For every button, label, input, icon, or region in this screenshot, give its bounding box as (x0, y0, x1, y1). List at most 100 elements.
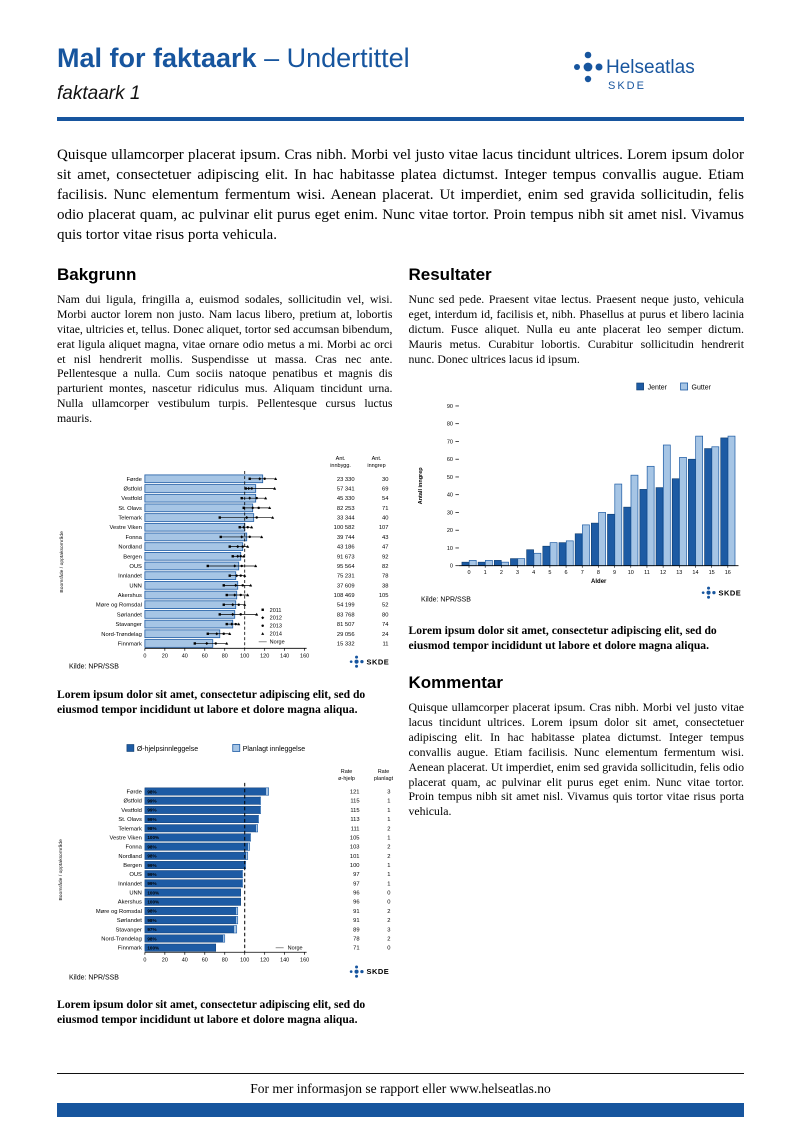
svg-text:100: 100 (350, 863, 360, 869)
svg-text:1: 1 (387, 817, 390, 823)
svg-text:39 744: 39 744 (337, 535, 355, 541)
svg-text:101: 101 (350, 853, 360, 859)
left-column: Bakgrunn Nam dui ligula, fringilla a, eu… (57, 265, 393, 1027)
svg-text:Boområde / opptaksområde: Boområde / opptaksområde (58, 531, 65, 593)
svg-text:SKDE: SKDE (367, 657, 390, 666)
svg-text:15: 15 (708, 571, 714, 577)
svg-text:4: 4 (532, 571, 535, 577)
svg-text:100: 100 (240, 653, 249, 659)
kommentar-heading: Kommentar (408, 673, 503, 693)
svg-text:15 332: 15 332 (337, 641, 355, 647)
svg-text:23 330: 23 330 (337, 477, 355, 483)
svg-text:1: 1 (387, 863, 390, 869)
svg-text:98%: 98% (147, 918, 156, 923)
svg-text:St. Olavs: St. Olavs (118, 506, 142, 512)
svg-text:Møre og Romsdal: Møre og Romsdal (96, 909, 142, 915)
svg-text:81 507: 81 507 (337, 622, 355, 628)
title-main: Mal for faktaark (57, 43, 257, 73)
svg-text:Vestfold: Vestfold (121, 496, 142, 502)
svg-text:2: 2 (387, 936, 390, 942)
svg-text:90: 90 (446, 404, 452, 410)
svg-text:0: 0 (387, 899, 390, 905)
svg-text:Nord-Trøndelag: Nord-Trøndelag (101, 936, 142, 942)
svg-text:Telemark: Telemark (118, 826, 142, 832)
svg-text:Sørlandet: Sørlandet (117, 612, 142, 618)
svg-text:16: 16 (724, 571, 730, 577)
svg-text:80: 80 (446, 422, 452, 428)
footer-rule (57, 1073, 744, 1074)
svg-text:99%: 99% (147, 807, 156, 812)
svg-text:40: 40 (182, 653, 188, 659)
svg-text:70: 70 (446, 440, 452, 446)
svg-text:47: 47 (382, 544, 388, 550)
svg-text:105: 105 (350, 835, 360, 841)
svg-text:89: 89 (353, 927, 359, 933)
svg-text:105: 105 (379, 593, 389, 599)
svg-text:98%: 98% (147, 853, 156, 858)
svg-text:40: 40 (446, 493, 452, 499)
svg-text:2: 2 (387, 826, 390, 832)
svg-text:20: 20 (446, 529, 452, 535)
svg-text:12: 12 (660, 571, 666, 577)
svg-text:Ant.: Ant. (372, 456, 382, 462)
svg-text:1: 1 (387, 872, 390, 878)
svg-text:91: 91 (353, 909, 359, 915)
svg-text:0: 0 (143, 653, 146, 659)
svg-text:Fonna: Fonna (125, 844, 142, 850)
svg-text:37 609: 37 609 (337, 583, 355, 589)
svg-text:95 564: 95 564 (337, 564, 355, 570)
logo-brand-text: Helseatlas (606, 57, 695, 78)
svg-text:Stavanger: Stavanger (116, 622, 142, 628)
svg-text:2: 2 (499, 571, 502, 577)
svg-text:Kilde: NPR/SSB: Kilde: NPR/SSB (69, 974, 119, 981)
svg-text:UNN: UNN (129, 583, 142, 589)
svg-text:57 341: 57 341 (337, 486, 355, 492)
svg-text:100: 100 (240, 957, 249, 963)
svg-text:Førde: Førde (126, 477, 141, 483)
svg-text:Gutter: Gutter (691, 385, 711, 392)
svg-text:40: 40 (382, 515, 388, 521)
right-column: Resultater Nunc sed pede. Praesent vitae… (409, 265, 745, 1027)
svg-text:Nord-Trøndelag: Nord-Trøndelag (101, 632, 142, 638)
svg-text:10: 10 (446, 546, 452, 552)
svg-text:78: 78 (382, 574, 388, 580)
svg-text:60: 60 (202, 653, 208, 659)
svg-text:Planlagt innleggelse: Planlagt innleggelse (243, 746, 306, 753)
svg-text:96: 96 (353, 899, 359, 905)
svg-text:99%: 99% (147, 862, 156, 867)
svg-text:91 673: 91 673 (337, 554, 355, 560)
svg-text:1: 1 (387, 835, 390, 841)
svg-text:2: 2 (387, 918, 390, 924)
doc-label: faktaark 1 (57, 82, 141, 104)
svg-text:24: 24 (382, 632, 389, 638)
svg-text:100 582: 100 582 (334, 525, 355, 531)
svg-text:108 469: 108 469 (334, 593, 355, 599)
skde-logo-icon: SKDE (701, 587, 740, 600)
svg-text:83 768: 83 768 (337, 612, 355, 618)
svg-text:120: 120 (260, 957, 269, 963)
svg-text:Nordland: Nordland (118, 544, 141, 550)
resultater-heading: Resultater (408, 265, 492, 285)
svg-text:115: 115 (350, 808, 359, 814)
svg-text:Innlandet: Innlandet (118, 881, 142, 887)
svg-text:71: 71 (353, 945, 359, 951)
svg-text:Innlandet: Innlandet (118, 574, 142, 580)
resultater-body: Nunc sed pede. Praesent vitae lectus. Pr… (408, 292, 745, 366)
svg-text:Boområde / opptaksområde: Boområde / opptaksområde (57, 838, 64, 900)
svg-text:99%: 99% (147, 817, 156, 822)
svg-text:Østfold: Østfold (124, 798, 142, 804)
title-separator: – (256, 43, 287, 73)
svg-text:1: 1 (387, 808, 390, 814)
footer-text: For mer informasjon se rapport eller www… (250, 1081, 551, 1096)
svg-text:103: 103 (350, 844, 360, 850)
svg-text:98%: 98% (147, 789, 156, 794)
svg-text:92: 92 (382, 554, 388, 560)
svg-text:98%: 98% (147, 936, 156, 941)
chart3-caption: Lorem ipsum dolor sit amet, consectetur … (57, 998, 366, 1027)
chart1-caption: Lorem ipsum dolor sit amet, consectetur … (57, 687, 366, 716)
svg-text:111: 111 (351, 826, 360, 832)
svg-text:0: 0 (467, 571, 470, 577)
svg-text:1: 1 (483, 571, 486, 577)
svg-text:160: 160 (300, 957, 309, 963)
